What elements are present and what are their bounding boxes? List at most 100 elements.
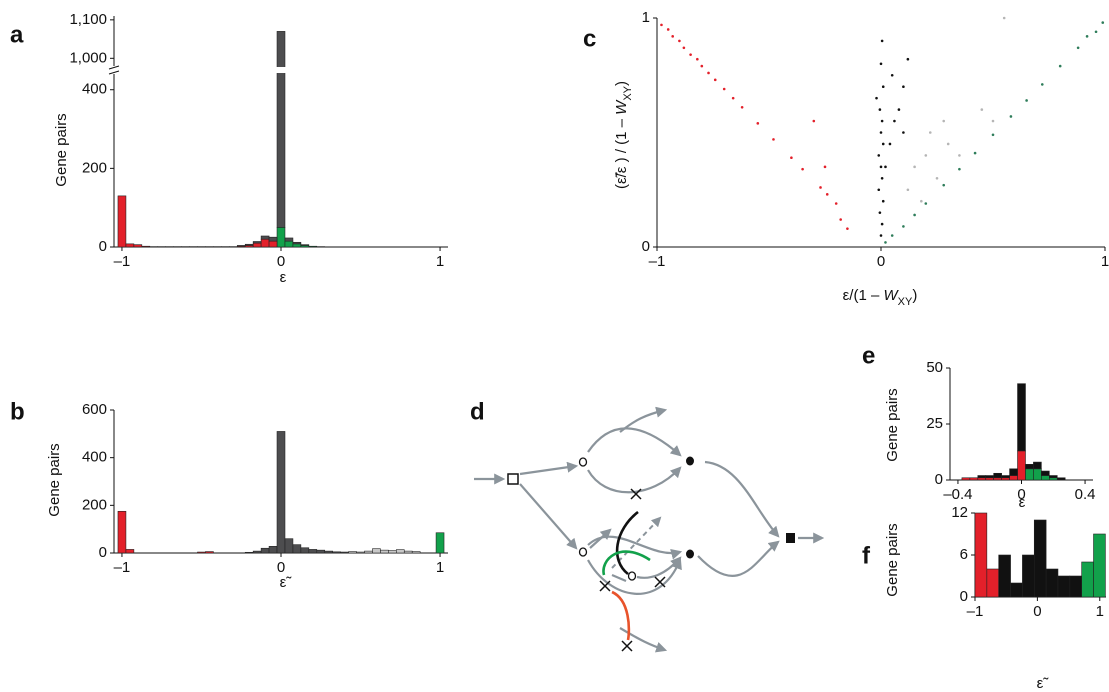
point	[920, 199, 923, 203]
point	[924, 202, 928, 205]
bar	[411, 551, 421, 554]
point	[879, 234, 883, 237]
point	[877, 154, 881, 157]
bar	[1069, 575, 1082, 598]
axis-break	[106, 67, 448, 73]
point	[825, 193, 829, 196]
bar	[252, 550, 262, 554]
point	[1025, 99, 1028, 102]
bar	[403, 550, 413, 554]
bar	[292, 544, 302, 554]
bar	[974, 512, 988, 598]
y-tick-label: 0	[935, 471, 943, 488]
bar	[998, 554, 1011, 598]
bar	[332, 551, 341, 554]
bar	[292, 243, 302, 248]
point	[740, 106, 744, 109]
bar	[141, 245, 151, 248]
point	[902, 131, 905, 134]
y-tick-label: 400	[82, 81, 107, 98]
panel-label: d	[470, 398, 485, 425]
point	[913, 213, 916, 217]
point	[958, 154, 961, 157]
point	[666, 28, 670, 31]
point	[942, 119, 946, 123]
y-axis-label: (ε̃/ε ) / (1 – WXY)	[613, 81, 634, 189]
point	[1076, 46, 1080, 50]
y-tick-label: 200	[82, 159, 107, 176]
x-tick-label: 0	[1033, 603, 1041, 620]
y-tick-label: 0	[642, 238, 650, 255]
bar	[300, 547, 310, 554]
label-part: )	[613, 81, 630, 86]
bar	[356, 551, 365, 554]
y-tick-label: 0	[99, 544, 107, 561]
bar	[260, 235, 270, 240]
bar	[1041, 470, 1050, 476]
node	[686, 456, 694, 466]
bar	[244, 243, 254, 246]
bar	[993, 477, 1002, 481]
bar	[985, 477, 994, 481]
point	[713, 78, 717, 82]
point	[731, 96, 735, 100]
point	[689, 53, 692, 56]
bar	[1010, 582, 1023, 598]
node	[578, 547, 588, 557]
bar	[117, 195, 127, 248]
bar	[236, 245, 246, 247]
label-part: ε/(1 –	[843, 287, 884, 304]
bar	[292, 241, 302, 245]
point	[902, 85, 905, 88]
bar	[197, 551, 206, 554]
x-tick-label: –1	[649, 253, 666, 270]
bar	[986, 568, 1000, 598]
bar	[1009, 468, 1018, 476]
bar	[961, 477, 971, 481]
x-tick-label: 0	[277, 559, 285, 576]
node	[627, 571, 637, 581]
point	[790, 156, 793, 159]
bar	[372, 548, 381, 554]
point	[1094, 30, 1098, 34]
label-part: )	[912, 287, 917, 304]
bar	[1001, 475, 1010, 479]
y-axis-label: Gene pairs	[884, 523, 901, 596]
bar	[316, 549, 326, 554]
bar	[324, 550, 333, 554]
label-part: W	[613, 99, 630, 115]
point	[772, 138, 775, 141]
panel-label: e	[862, 342, 875, 369]
x-tick-label: 0.4	[1075, 486, 1096, 503]
point	[991, 119, 995, 123]
point	[846, 227, 849, 230]
edge	[519, 461, 579, 476]
point	[884, 241, 887, 244]
panel-label: a	[10, 21, 24, 48]
bar	[977, 477, 987, 481]
point	[973, 151, 977, 155]
bar	[1033, 461, 1042, 470]
point	[823, 165, 827, 169]
point	[980, 108, 984, 111]
point	[1085, 35, 1089, 38]
x-tick-label: 0	[277, 253, 285, 270]
node	[786, 533, 795, 543]
y-tick-label: 1	[642, 9, 650, 26]
panel-label: b	[10, 398, 25, 425]
point	[880, 177, 884, 180]
edge	[587, 427, 682, 457]
bar	[993, 472, 1002, 479]
point	[880, 119, 884, 123]
x-axis-label: ε̃	[280, 574, 293, 591]
bar	[1057, 575, 1071, 598]
bar	[205, 551, 214, 554]
edge	[587, 466, 682, 494]
bar	[364, 550, 373, 554]
bar	[388, 550, 397, 554]
point	[880, 39, 884, 43]
bar	[268, 546, 278, 554]
bar	[1025, 468, 1034, 481]
bar	[1009, 475, 1018, 481]
point	[881, 142, 885, 146]
